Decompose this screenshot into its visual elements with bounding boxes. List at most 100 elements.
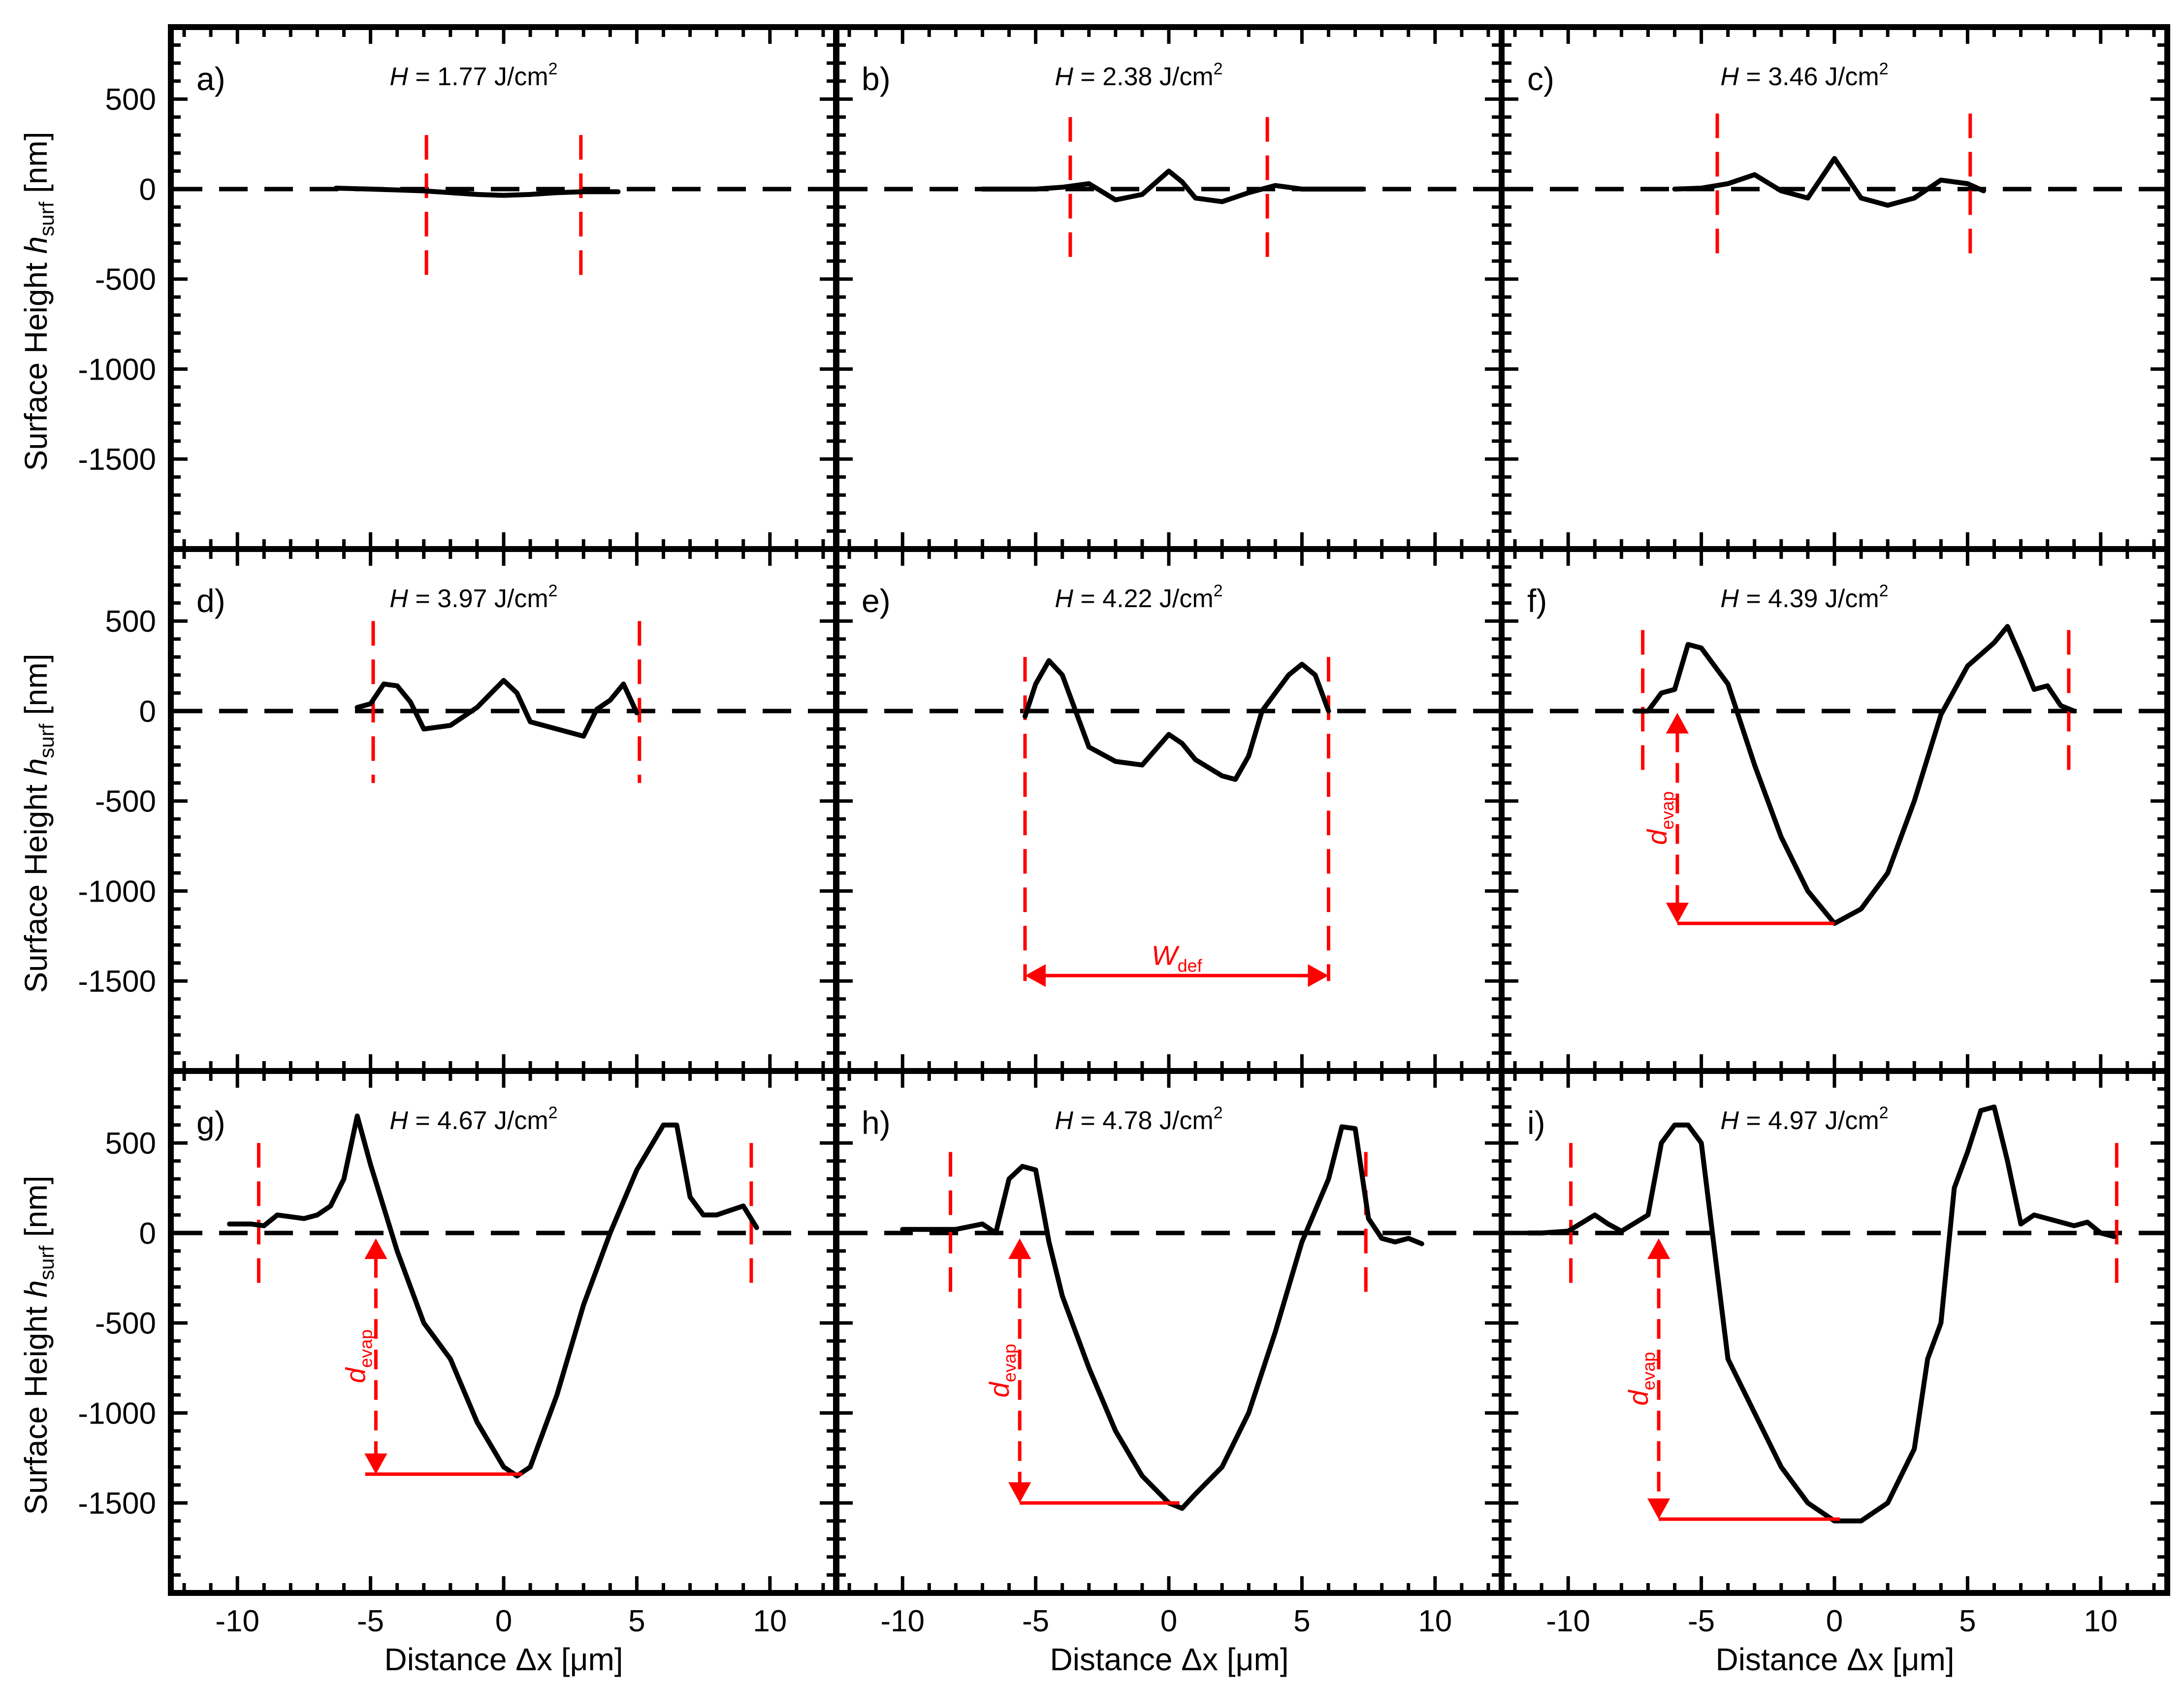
fluence-label: H = 4.97 J/cm2	[1720, 1103, 1888, 1135]
fluence-unit: J/cm	[1152, 1106, 1213, 1135]
depth-label-sub: evap	[1657, 791, 1677, 830]
width-label-main: W	[1152, 940, 1180, 971]
fluence-equals: =	[1073, 584, 1102, 613]
y-axis-title-italic: h	[18, 758, 54, 776]
fluence-unit: J/cm	[1152, 584, 1213, 613]
fluence-equals: =	[1739, 63, 1768, 91]
y-axis-title-row-2: Surface Height hsurf [nm]	[18, 654, 58, 993]
x-tick-label: 10	[753, 1604, 787, 1638]
y-tick-label: -1000	[78, 875, 156, 908]
surface-profile-line	[980, 168, 1366, 204]
y-tick-label: -1000	[78, 353, 156, 387]
y-axis-title-sub: surf	[35, 1245, 58, 1280]
panel-letter: a)	[196, 61, 225, 97]
fluence-symbol: H	[1055, 584, 1073, 613]
depth-arrow-head-bottom	[1666, 903, 1689, 924]
y-tick-label: 500	[105, 605, 156, 639]
y-tick-label: 0	[139, 1217, 156, 1251]
x-axis-title-main: Distance Δx [	[384, 1642, 570, 1677]
fluence-equals: =	[1073, 1106, 1102, 1135]
fluence-value: 4.39	[1768, 584, 1818, 613]
fluence-exponent: 2	[548, 1103, 558, 1122]
panel-i: -10 -5 0 5 10 i) H = 4.97 J/cm2 devap	[1499, 1068, 2170, 1638]
y-axis-title-italic: h	[18, 236, 54, 254]
y-axis-title-unit: [nm]	[18, 1176, 54, 1246]
depth-label-sub: evap	[355, 1329, 376, 1368]
panel-d: 500 0 -500 -1000 -1500 d) H = 3.97 J/cm2	[78, 546, 839, 1074]
depth-arrow-head-top	[1666, 713, 1689, 734]
surface-profile-line	[1632, 624, 2077, 926]
x-tick-label: -5	[1022, 1604, 1049, 1638]
y-tick-label: 500	[105, 1127, 156, 1161]
panel-letter: g)	[196, 1104, 225, 1141]
fluence-exponent: 2	[1879, 60, 1889, 78]
axis-ticks	[1502, 27, 2167, 549]
depth-arrow-head-top	[1647, 1238, 1670, 1259]
fluence-label: H = 4.78 J/cm2	[1055, 1103, 1222, 1135]
fluence-unit: J/cm	[1818, 1106, 1879, 1135]
fluence-equals: =	[408, 1106, 437, 1135]
depth-label: devap	[1623, 1352, 1659, 1405]
fluence-exponent: 2	[1879, 1103, 1889, 1122]
x-tick-label: 0	[495, 1604, 512, 1638]
y-tick-label: -1500	[78, 443, 156, 477]
depth-label-main: d	[984, 1381, 1015, 1397]
y-axis-title-unit: [nm]	[18, 132, 54, 202]
panel-b: b) H = 2.38 J/cm2	[833, 24, 1505, 552]
panel-letter: e)	[862, 583, 891, 619]
x-axis-title-unit: m]	[1919, 1642, 1954, 1677]
fluence-exponent: 2	[548, 582, 558, 600]
fluence-symbol: H	[389, 1106, 408, 1135]
surface-profile-line	[1526, 1104, 2117, 1524]
fluence-symbol: H	[1055, 63, 1073, 91]
depth-label-main: d	[1623, 1390, 1654, 1406]
panel-g: 500 0 -500 -1000 -1500 -10 -5 0 5 10 g) H = 4.67 J/…	[78, 1068, 839, 1638]
fluence-value: 4.67	[437, 1106, 487, 1135]
fluence-value: 3.97	[437, 584, 487, 613]
panel-f: f) H = 4.39 J/cm2 devap	[1499, 546, 2170, 1074]
fluence-label: H = 1.77 J/cm2	[389, 60, 557, 91]
panel-h: -10 -5 0 5 10 h) H = 4.78 J/cm2 devap	[833, 1068, 1505, 1638]
panel-a: 500 0 -500 -1000 -1500 a) H = 1.77 J/cm2	[78, 24, 839, 552]
plot-frame	[1499, 1068, 2170, 1596]
width-label-sub: def	[1178, 955, 1203, 975]
fluence-symbol: H	[1720, 1106, 1739, 1135]
fluence-equals: =	[1739, 1106, 1768, 1135]
x-axis-title-col-3: Distance Δx [μm]	[1715, 1642, 1954, 1677]
y-axis-title-italic: h	[18, 1280, 54, 1298]
panel-letter: b)	[862, 61, 891, 97]
depth-label-main: d	[340, 1367, 371, 1383]
x-tick-label: -10	[1546, 1604, 1590, 1638]
plot-frame	[168, 546, 839, 1074]
panel-letter: c)	[1527, 61, 1554, 97]
plot-frame	[1499, 24, 2170, 552]
fluence-equals: =	[408, 584, 437, 613]
y-tick-label: 0	[139, 695, 156, 729]
fluence-symbol: H	[389, 584, 408, 613]
fluence-label: H = 3.46 J/cm2	[1720, 60, 1888, 91]
x-tick-label: 0	[1160, 1604, 1177, 1638]
plot-frame	[833, 546, 1505, 1074]
axis-ticks	[1502, 1071, 2167, 1593]
panel-c: c) H = 3.46 J/cm2	[1499, 24, 2170, 552]
surface-profile-line	[900, 1124, 1424, 1511]
x-tick-label: 5	[1959, 1604, 1976, 1638]
axis-ticks	[171, 1071, 836, 1593]
fluence-exponent: 2	[1214, 582, 1223, 600]
fluence-unit: J/cm	[1818, 63, 1879, 91]
width-arrow-head-right	[1308, 964, 1329, 987]
x-tick-label: 10	[2084, 1604, 2118, 1638]
depth-arrow-head-bottom	[1008, 1482, 1031, 1503]
plot-frame	[833, 1068, 1505, 1596]
surface-profile-line	[333, 186, 621, 198]
x-tick-label: -5	[357, 1604, 384, 1638]
surface-profile-line	[227, 1113, 759, 1479]
fluence-value: 3.46	[1768, 63, 1818, 91]
fluence-exponent: 2	[1214, 1103, 1223, 1122]
y-tick-label: -500	[95, 785, 156, 819]
depth-label-sub: evap	[1638, 1352, 1659, 1390]
fluence-value: 4.78	[1102, 1106, 1152, 1135]
depth-arrow-head-top	[364, 1238, 387, 1259]
